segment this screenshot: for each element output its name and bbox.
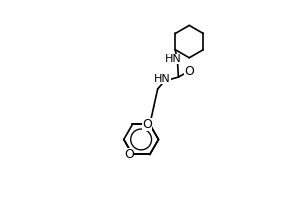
Text: O: O bbox=[124, 148, 134, 161]
Text: HN: HN bbox=[154, 74, 171, 84]
Text: HN: HN bbox=[165, 54, 182, 64]
Text: O: O bbox=[184, 65, 194, 78]
Text: O: O bbox=[142, 118, 152, 131]
